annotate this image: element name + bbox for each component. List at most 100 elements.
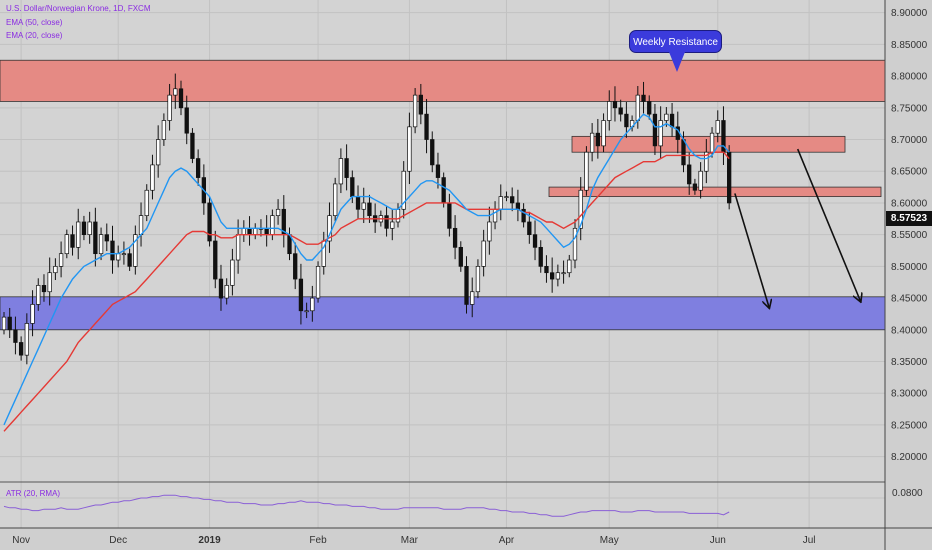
candle-body [53, 266, 58, 274]
candle-body [270, 215, 275, 236]
price-tick-label: 8.30000 [891, 389, 928, 400]
candle-body [447, 202, 452, 229]
projection-arrow [796, 148, 861, 301]
candle-body [350, 177, 355, 197]
candle-body [555, 272, 561, 280]
candle-body [652, 113, 658, 147]
candle-body [304, 310, 309, 313]
price-tick-label: 8.25000 [891, 420, 928, 431]
candle-body [424, 113, 429, 140]
candle-body [601, 120, 606, 147]
candle-body [538, 246, 543, 267]
candle-body [150, 164, 155, 191]
price-tick-label: 8.85000 [891, 40, 928, 51]
ema20-legend: EMA (20, close) [6, 31, 63, 40]
candle-body [13, 329, 18, 343]
candle-body [47, 272, 52, 293]
candle-body [510, 196, 515, 204]
price-tick-label: 8.75000 [891, 103, 928, 114]
candle-body [333, 183, 338, 216]
candle-body [475, 266, 481, 293]
time-tick-label: Jul [803, 535, 816, 546]
candle-body [190, 132, 195, 159]
candle-body [235, 234, 241, 261]
time-tick-label: Apr [499, 535, 515, 546]
candle-body [418, 94, 423, 115]
time-tick-label: Feb [309, 535, 327, 546]
candle-body [515, 202, 521, 210]
price-tick-label: 8.35000 [891, 357, 928, 368]
candle-body [70, 234, 75, 248]
candle-body [715, 120, 720, 134]
resistance-zone [571, 135, 846, 153]
candle-body [58, 253, 64, 267]
ema50-line [3, 151, 730, 432]
callout-pointer [669, 52, 685, 72]
candle-body [664, 113, 669, 121]
candle-body [430, 139, 435, 166]
candle-body [275, 208, 281, 216]
candle-body [361, 202, 366, 210]
candle-body [612, 101, 618, 109]
candle-body [618, 107, 623, 115]
candle-body [36, 285, 41, 305]
candle-body [224, 285, 229, 299]
candle-body [93, 221, 98, 255]
candle-body [390, 221, 395, 229]
candle-body [401, 170, 406, 210]
candle-body [481, 240, 486, 267]
atr-line [3, 494, 730, 517]
candle-body [687, 164, 692, 185]
weekly-resistance-callout: Weekly Resistance [629, 30, 722, 53]
candle-body [395, 208, 401, 223]
candle-body [87, 221, 92, 236]
atr-tick-label: 0.0800 [892, 488, 923, 499]
candle-body [704, 151, 709, 172]
candle-body [184, 107, 189, 134]
candle-body [230, 259, 235, 286]
candle-body [578, 189, 583, 229]
candle-body [253, 227, 258, 236]
candle-body [293, 253, 298, 280]
candle-body [727, 151, 732, 204]
candle-body [213, 240, 218, 280]
candle-body [98, 234, 104, 255]
candle-body [18, 342, 24, 356]
candle-body [247, 227, 252, 236]
time-axis[interactable]: Nov Dec 2019 Feb Mar Apr May Jun Jul [12, 535, 815, 546]
candle-body [550, 272, 555, 280]
candle-body [692, 183, 698, 191]
last-price-tag: 8.57523 [886, 211, 932, 226]
zones [0, 59, 886, 331]
candle-body [315, 266, 321, 299]
candle-body [173, 88, 178, 96]
price-tick-label: 8.65000 [891, 167, 928, 178]
candle-body [344, 158, 349, 178]
candle-body [241, 227, 246, 236]
candle-body [544, 266, 549, 274]
candle-body [487, 221, 492, 242]
price-axis[interactable]: 8.90000 8.85000 8.80000 8.75000 8.70000 8.650… [891, 8, 928, 463]
candle-body [218, 278, 224, 299]
candle-body [435, 164, 441, 178]
candle-body [584, 151, 589, 191]
candle-body [470, 291, 475, 305]
candle-body [561, 272, 566, 275]
candle-body [498, 196, 503, 210]
candle-body [64, 234, 69, 255]
candle-body [709, 132, 715, 153]
candle-body [161, 120, 167, 140]
time-tick-label: Dec [109, 535, 127, 546]
price-tick-label: 8.45000 [891, 294, 928, 305]
candle-body [327, 215, 332, 242]
candle-body [698, 170, 703, 191]
candle-body [441, 177, 446, 204]
candle-body [407, 126, 412, 172]
candle-body [138, 215, 144, 236]
candle-body [133, 234, 138, 267]
candle-body [121, 253, 127, 256]
candles [1, 73, 732, 365]
candle-body [110, 240, 115, 261]
ema20-line [3, 113, 730, 426]
